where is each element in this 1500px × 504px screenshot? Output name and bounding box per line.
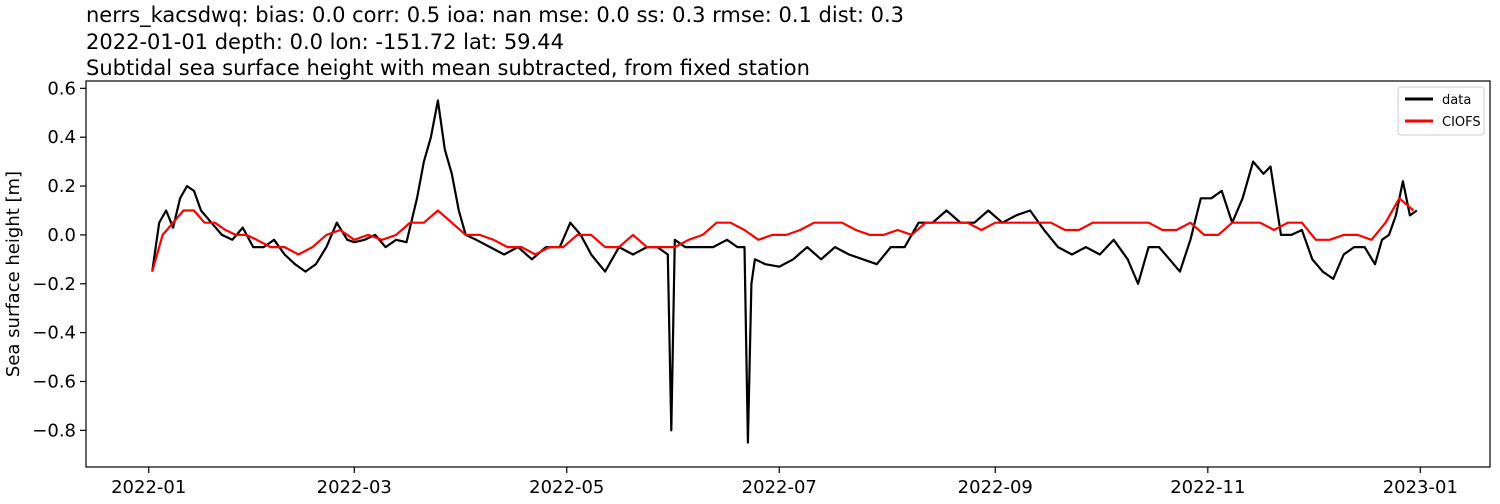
legend-label-data: data xyxy=(1442,93,1471,108)
y-axis: 0.6 0.4 0.2 0.0 −0.2 −0.4 −0.6 −0.8 xyxy=(32,78,86,441)
x-tick-label: 2022-11 xyxy=(1170,477,1245,498)
y-tick-label: −0.6 xyxy=(32,371,76,392)
chart-title-line-2: 2022-01-01 depth: 0.0 lon: -151.72 lat: … xyxy=(86,30,564,54)
y-tick-label: 0.0 xyxy=(47,225,76,246)
legend[interactable]: data CIOFS xyxy=(1397,86,1485,136)
chart-title-line-1: nerrs_kacsdwq: bias: 0.0 corr: 0.5 ioa: … xyxy=(86,3,904,28)
series-layer xyxy=(151,99,1418,444)
x-tick-label: 2022-05 xyxy=(529,477,604,498)
y-tick-label: 0.6 xyxy=(47,78,76,99)
x-tick-label: 2022-01 xyxy=(111,477,186,498)
x-tick-label: 2022-09 xyxy=(958,477,1033,498)
series-line-data xyxy=(151,99,1418,444)
y-tick-label: −0.2 xyxy=(32,274,76,295)
y-tick-label: −0.8 xyxy=(32,420,76,441)
x-tick-label: 2023-01 xyxy=(1383,477,1458,498)
x-tick-label: 2022-07 xyxy=(742,477,817,498)
y-tick-label: 0.4 xyxy=(47,127,76,148)
x-tick-label: 2022-03 xyxy=(317,477,392,498)
y-tick-label: 0.2 xyxy=(47,176,76,197)
plot-frame xyxy=(85,80,1491,468)
legend-label-ciofs: CIOFS xyxy=(1442,115,1481,130)
y-tick-label: −0.4 xyxy=(32,323,76,344)
series-line-ciofs xyxy=(151,197,1415,272)
chart-title-line-3: Subtidal sea surface height with mean su… xyxy=(86,56,810,80)
x-axis: 2022-01 2022-03 2022-05 2022-07 2022-09 2022-… xyxy=(111,467,1458,498)
y-axis-label: Sea surface height [m] xyxy=(3,171,24,377)
